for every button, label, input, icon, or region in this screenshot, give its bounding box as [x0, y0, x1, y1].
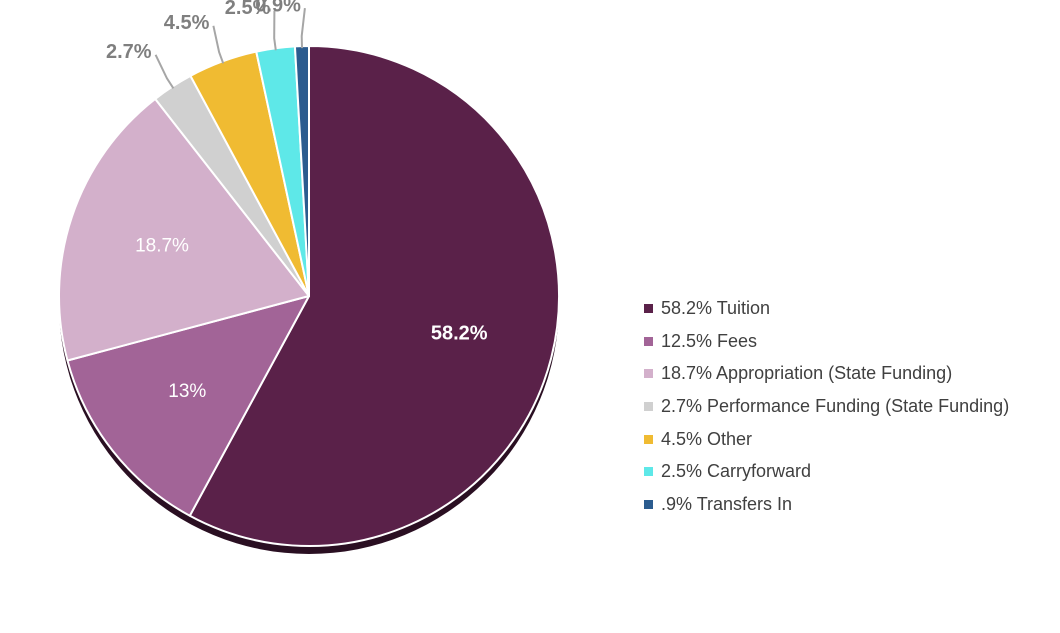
- leader-lines: [154, 7, 306, 89]
- legend-swatch-6: [644, 499, 653, 509]
- data-label-4: 4.5%: [164, 12, 210, 34]
- legend-swatch-3: [644, 401, 653, 411]
- legend-item-3: 2.7% Performance Funding (State Funding): [644, 390, 1009, 423]
- legend-swatch-1: [644, 336, 653, 346]
- pie-slices: [58, 45, 560, 547]
- pie-slice-2: [58, 97, 310, 362]
- legend-label-1: 12.5% Fees: [661, 330, 758, 351]
- legend-label-5: 2.5% Carryforward: [661, 461, 812, 482]
- legend-swatch-4: [644, 434, 653, 444]
- pie-slice-0: [188, 45, 560, 547]
- legend-swatch-0: [644, 303, 653, 313]
- legend-label-4: 4.5% Other: [661, 428, 753, 449]
- data-label-3: 2.7%: [106, 41, 152, 63]
- data-label-1: 13%: [168, 381, 206, 402]
- data-label-2: 18.7%: [135, 236, 189, 257]
- legend-item-2: 18.7% Appropriation (State Funding): [644, 357, 1009, 390]
- leader-line-4: [212, 25, 225, 64]
- legend-label-0: 58.2% Tuition: [661, 297, 771, 318]
- legend-item-5: 2.5% Carryforward: [644, 455, 1009, 488]
- pie-slice-1: [66, 295, 310, 517]
- leader-line-5: [273, 10, 277, 51]
- leader-line-6: [300, 7, 306, 49]
- legend-label-3: 2.7% Performance Funding (State Funding): [661, 395, 1010, 416]
- legend-item-4: 4.5% Other: [644, 423, 1009, 456]
- data-label-5: 2.5%: [225, 0, 271, 19]
- legend-swatch-5: [644, 467, 653, 477]
- leader-line-3: [154, 54, 175, 89]
- legend-swatch-2: [644, 369, 653, 379]
- chart-legend: 58.2% Tuition 12.5% Fees 18.7% Appropriati…: [644, 292, 1009, 521]
- data-labels: 58.2% 13% 18.7% 2.7% 4.5% 2.5%0.9%: [106, 0, 488, 402]
- legend-label-6: .9% Transfers In: [661, 493, 793, 514]
- legend-item-0: 58.2% Tuition: [644, 292, 1009, 325]
- data-label-6: 0.9%: [255, 0, 301, 16]
- legend-label-2: 18.7% Appropriation (State Funding): [661, 363, 953, 384]
- legend-item-6: .9% Transfers In: [644, 488, 1009, 521]
- data-label-0: 58.2%: [431, 322, 488, 344]
- legend-item-1: 12.5% Fees: [644, 325, 1009, 358]
